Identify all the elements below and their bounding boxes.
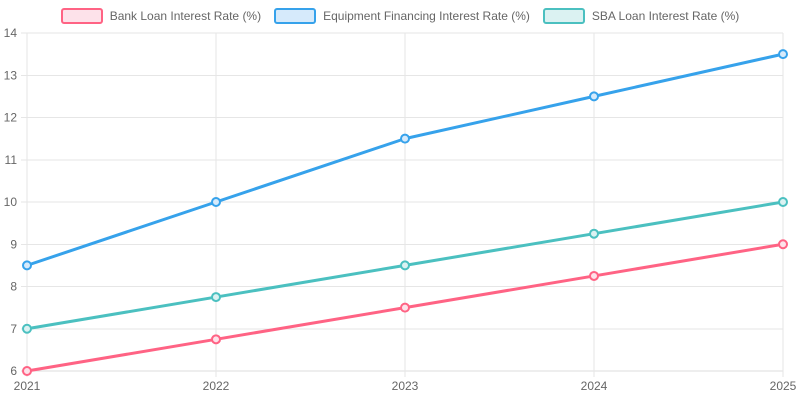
legend-label: Bank Loan Interest Rate (%) [109, 9, 262, 23]
y-tick-label: 7 [10, 322, 17, 336]
x-tick-label: 2024 [581, 379, 608, 393]
data-point[interactable] [211, 292, 221, 303]
legend-swatch [60, 8, 103, 24]
legend-item[interactable]: Bank Loan Interest Rate (%) [60, 6, 262, 26]
data-point[interactable] [778, 197, 788, 207]
legend-item[interactable]: Equipment Financing Interest Rate (%) [274, 6, 530, 26]
data-point[interactable] [400, 302, 410, 313]
x-tick-label: 2025 [770, 379, 797, 393]
data-point[interactable] [211, 334, 221, 345]
y-tick-label: 10 [4, 195, 18, 209]
y-tick-label: 8 [10, 280, 17, 294]
x-tick-label: 2021 [14, 379, 41, 393]
x-tick-label: 2023 [392, 379, 419, 393]
data-point[interactable] [22, 323, 32, 334]
y-tick-label: 6 [10, 364, 17, 378]
data-point[interactable] [589, 228, 599, 239]
data-point[interactable] [22, 260, 32, 271]
data-point[interactable] [400, 260, 410, 271]
data-point[interactable] [22, 366, 32, 376]
data-point[interactable] [211, 197, 221, 207]
y-tick-label: 11 [5, 153, 18, 167]
data-point[interactable] [589, 270, 599, 281]
legend-swatch [542, 8, 585, 24]
data-point[interactable] [778, 239, 788, 250]
y-tick-label: 12 [4, 111, 18, 125]
legend-label: Equipment Financing Interest Rate (%) [323, 9, 530, 23]
chart-legend: Bank Loan Interest Rate (%) Equipment Fin… [0, 6, 800, 26]
data-point[interactable] [400, 133, 410, 144]
y-tick-label: 14 [4, 26, 18, 40]
data-point[interactable] [589, 91, 599, 102]
y-tick-label: 13 [4, 68, 18, 82]
data-point[interactable] [778, 49, 788, 60]
legend-label: SBA Loan Interest Rate (%) [591, 9, 740, 23]
y-tick-label: 9 [10, 237, 17, 251]
x-tick-label: 2022 [203, 379, 230, 393]
legend-item[interactable]: SBA Loan Interest Rate (%) [542, 6, 740, 26]
legend-swatch [274, 8, 317, 24]
